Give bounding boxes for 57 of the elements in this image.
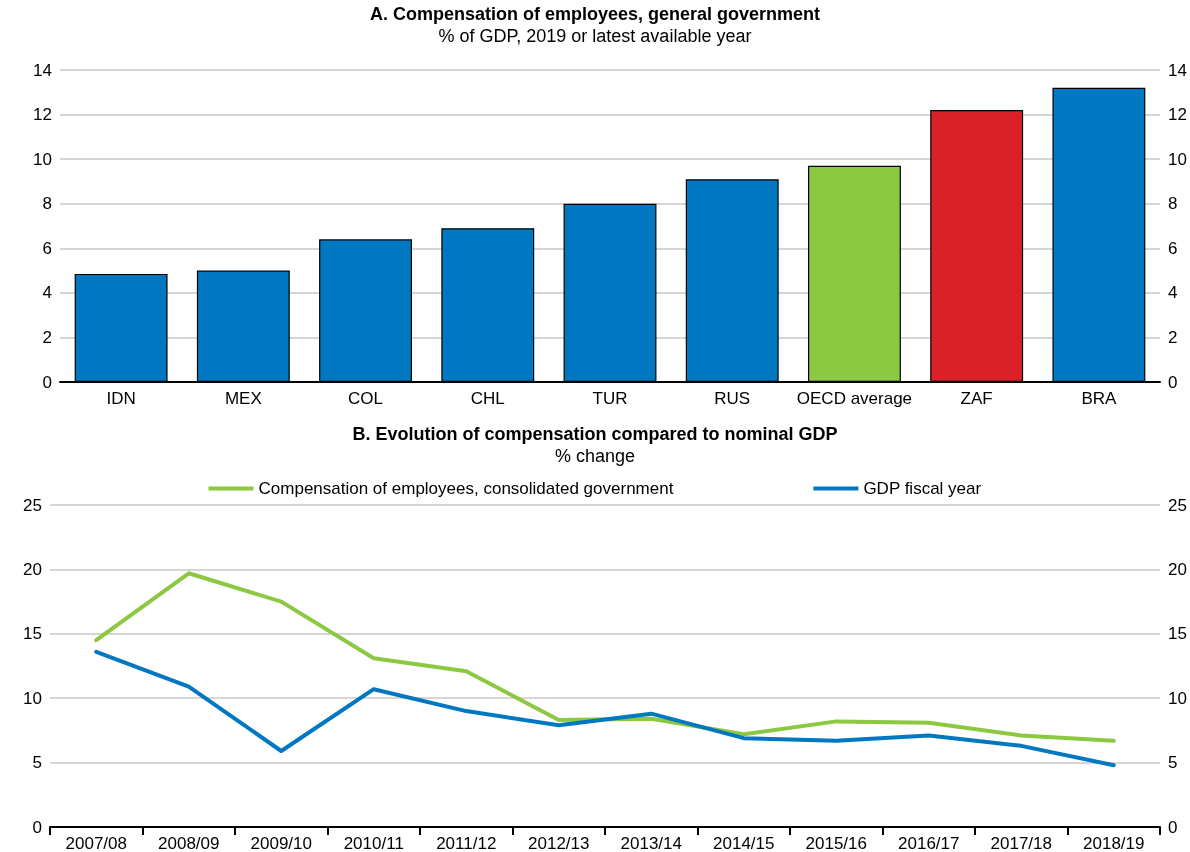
x-tick-label: IDN <box>106 389 136 408</box>
y2-tick-label: 0 <box>1168 817 1178 837</box>
legend-label: Compensation of employees, consolidated government <box>258 479 674 498</box>
x-tick-label: RUS <box>714 389 751 408</box>
y-tick-label: 15 <box>23 624 42 644</box>
x-tick-label: 2009/10 <box>250 834 312 852</box>
x-tick-label: 2016/17 <box>898 834 960 852</box>
y-tick-label: 2 <box>42 327 52 347</box>
x-tick-label: 2010/11 <box>343 834 404 852</box>
y-tick-label: 8 <box>42 194 52 214</box>
y2-tick-label: 2 <box>1168 327 1178 347</box>
y-tick-label: 5 <box>32 753 42 773</box>
x-tick-label: CHL <box>470 389 505 408</box>
y2-tick-label: 0 <box>1168 372 1178 392</box>
y-tick-label: 10 <box>23 688 42 708</box>
y2-tick-label: 14 <box>1168 60 1187 80</box>
x-tick-label: 2013/14 <box>620 834 682 852</box>
y2-tick-label: 10 <box>1168 149 1187 169</box>
y2-tick-label: 5 <box>1168 753 1178 773</box>
y-tick-label: 10 <box>33 149 52 169</box>
line-series <box>94 649 1116 768</box>
x-tick-label: 2015/16 <box>805 834 867 852</box>
y2-tick-label: 10 <box>1168 688 1187 708</box>
y2-tick-label: 6 <box>1168 238 1178 258</box>
x-tick-label: BRA <box>1081 389 1118 408</box>
line-series <box>94 571 1116 743</box>
x-tick-label: COL <box>348 389 384 408</box>
y-tick-label: 0 <box>32 817 42 837</box>
x-tick-label: MEX <box>224 389 262 408</box>
y-tick-label: 14 <box>33 60 52 80</box>
x-tick-label: 2018/19 <box>1083 834 1145 852</box>
x-tick-label: 2007/08 <box>65 834 127 852</box>
chart-subtitle: % change <box>554 446 636 466</box>
y2-tick-label: 15 <box>1168 624 1187 644</box>
x-tick-label: ZAF <box>960 389 993 408</box>
y-tick-label: 12 <box>33 105 52 125</box>
y-tick-label: 0 <box>42 372 52 392</box>
y-tick-label: 6 <box>42 238 52 258</box>
x-tick-label: 2011/12 <box>436 834 497 852</box>
y2-tick-label: 20 <box>1168 559 1187 579</box>
x-tick-label: 2008/09 <box>158 834 220 852</box>
y2-tick-label: 25 <box>1168 495 1187 515</box>
x-tick-label: 2014/15 <box>713 834 775 852</box>
x-tick-label: TUR <box>592 389 628 408</box>
x-tick-label: OECD average <box>796 389 913 408</box>
chart-subtitle: % of GDP, 2019 or latest available year <box>438 26 752 46</box>
y-tick-label: 20 <box>23 559 42 579</box>
y2-tick-label: 4 <box>1168 283 1178 303</box>
y2-tick-label: 12 <box>1168 105 1187 125</box>
legend-label: GDP fiscal year <box>863 479 982 498</box>
x-tick-label: 2017/18 <box>990 834 1052 852</box>
y-tick-label: 4 <box>42 283 52 303</box>
chart-title: A. Compensation of employees, general government <box>369 4 821 24</box>
chart-title: B. Evolution of compensation compared to nominal GDP <box>352 424 838 444</box>
y2-tick-label: 8 <box>1168 194 1178 214</box>
x-tick-label: 2012/13 <box>528 834 590 852</box>
y-tick-label: 25 <box>23 495 42 515</box>
